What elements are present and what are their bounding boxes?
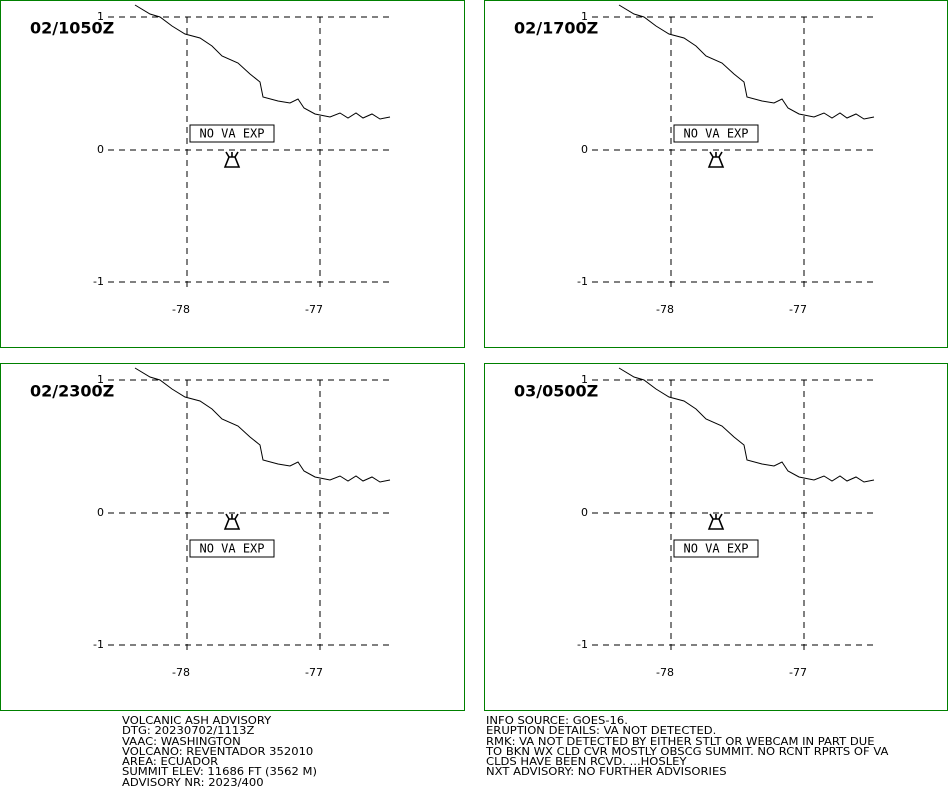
panel-border: [0, 363, 465, 711]
panel-border: [0, 0, 465, 348]
lat-label: 1: [581, 373, 588, 386]
volcano-symbol: [223, 151, 241, 168]
volcano-symbol: [223, 513, 241, 530]
lon-label: -78: [656, 303, 674, 316]
advisory-line: INFO SOURCE: GOES-16.: [486, 714, 628, 727]
lon-label: -77: [305, 666, 323, 679]
lon-label: -78: [656, 666, 674, 679]
map-panel: 1 0 -1 -78 -77 02/2300Z NO VA EXP: [0, 363, 465, 711]
advisory-line: VOLCANO: REVENTADOR 352010: [122, 744, 314, 758]
lat-label: -1: [93, 275, 104, 288]
lat-label: 0: [581, 143, 588, 156]
advisory-right: INFO SOURCE: GOES-16. ERUPTION DETAILS: V…: [486, 714, 889, 779]
advisory-line: CLDS HAVE BEEN RCVD. ...HOSLEY: [486, 755, 687, 769]
coastline: [134, 367, 391, 483]
lat-label: 0: [581, 506, 588, 519]
status-label: NO VA EXP: [199, 542, 264, 556]
panel-time: 03/0500Z: [514, 382, 598, 401]
advisory-line: ADVISORY NR: 2023/400: [122, 775, 264, 789]
lon-label: -77: [789, 303, 807, 316]
lat-label: 1: [97, 10, 104, 23]
advisory-line: SUMMIT ELEV: 11686 FT (3562 M): [122, 765, 318, 779]
status-box: [189, 124, 275, 143]
panel-time: 02/1700Z: [514, 19, 598, 38]
map-panels: 1 0 -1 -78 -77 02/1050Z NO VA EXP 1 0 -1 -78 -77 02/…: [0, 0, 948, 711]
advisory-line: ERUPTION DETAILS: VA NOT DETECTED.: [486, 724, 717, 738]
status-box: [673, 124, 759, 143]
volcano-shape: [707, 513, 725, 530]
panel-time: 02/1050Z: [30, 19, 114, 38]
advisory-line: NXT ADVISORY: NO FURTHER ADVISORIES: [486, 765, 727, 779]
volcano-shape: [223, 513, 241, 530]
status-label: NO VA EXP: [683, 542, 748, 556]
lon-label: -78: [172, 666, 190, 679]
coastline: [618, 367, 875, 483]
status-label: NO VA EXP: [683, 127, 748, 141]
lat-label: 1: [581, 10, 588, 23]
panel-border: [484, 363, 948, 711]
status-box: [673, 539, 759, 558]
advisory-line: TO BKN WX CLD CVR MOSTLY OBSCG SUMMIT. N…: [486, 744, 889, 758]
status-label: NO VA EXP: [199, 127, 264, 141]
advisory-line: RMK: VA NOT DETECTED BY EITHER STLT OR W…: [486, 734, 875, 748]
panel-border: [484, 0, 948, 348]
coastline: [134, 4, 391, 120]
lat-label: -1: [93, 638, 104, 651]
lon-label: -77: [305, 303, 323, 316]
lat-label: 0: [97, 143, 104, 156]
map-panel: 1 0 -1 -78 -77 02/1700Z NO VA EXP: [484, 0, 948, 348]
advisory-line: VAAC: WASHINGTON: [122, 734, 241, 748]
volcano-symbol: [707, 513, 725, 530]
lat-label: 0: [97, 506, 104, 519]
lon-label: -78: [172, 303, 190, 316]
panel-time: 02/2300Z: [30, 382, 114, 401]
advisory-line: VOLCANIC ASH ADVISORY: [122, 714, 272, 727]
volcano-shape: [707, 151, 725, 168]
map-panel: 1 0 -1 -78 -77 03/0500Z NO VA EXP: [484, 363, 948, 711]
lon-label: -77: [789, 666, 807, 679]
lat-label: -1: [577, 638, 588, 651]
lat-label: -1: [577, 275, 588, 288]
advisory-left: VOLCANIC ASH ADVISORY DTG: 20230702/1113Z…: [122, 714, 318, 789]
lat-label: 1: [97, 373, 104, 386]
map-panel: 1 0 -1 -78 -77 02/1050Z NO VA EXP: [0, 0, 465, 348]
volcano-symbol: [707, 151, 725, 168]
advisory-line: AREA: ECUADOR: [122, 755, 219, 769]
advisory-line: DTG: 20230702/1113Z: [122, 724, 255, 738]
status-box: [189, 539, 275, 558]
volcano-shape: [223, 151, 241, 168]
coastline: [618, 4, 875, 120]
